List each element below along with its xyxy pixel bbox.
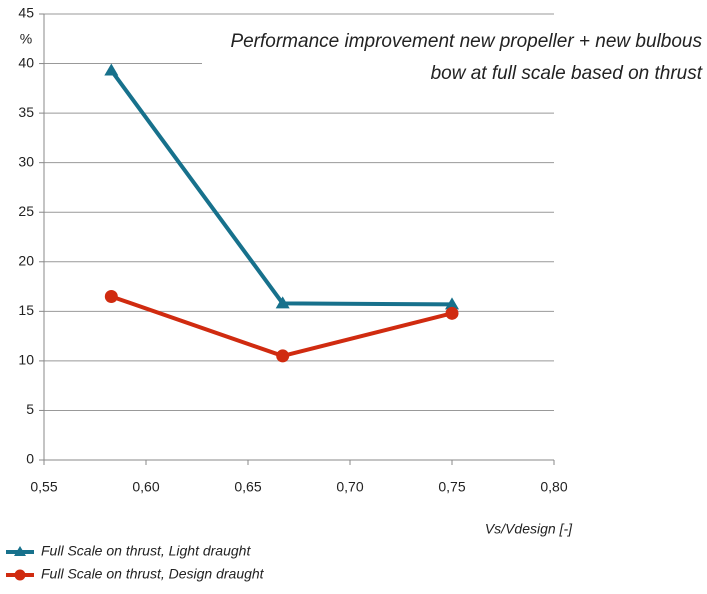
- x-tick-label: 0,70: [336, 479, 363, 495]
- point: [445, 306, 459, 320]
- y-tick-label: 10: [18, 352, 34, 368]
- y-tick-label: 5: [26, 401, 34, 417]
- y-tick-label: 15: [18, 302, 34, 318]
- x-tick-label: 0,65: [234, 479, 261, 495]
- grid: [44, 13, 554, 461]
- point: [276, 349, 290, 363]
- x-tick-label: 0,60: [132, 479, 159, 495]
- legend-marker: [14, 546, 26, 556]
- y-tick-label: 30: [18, 153, 34, 169]
- y-tick-label: 25: [18, 203, 34, 219]
- legend-label: Full Scale on thrust, Design draught: [41, 566, 265, 582]
- point: [104, 289, 118, 303]
- point: [104, 63, 119, 76]
- y-tick-label: 0: [26, 451, 34, 467]
- y-tick-label: 45: [18, 5, 34, 21]
- x-tick-label: 0,80: [540, 479, 567, 495]
- x-tick-label: 0,55: [30, 479, 57, 495]
- point: [275, 296, 290, 309]
- legend-marker: [14, 569, 26, 581]
- x-tick-label: 0,75: [438, 479, 465, 495]
- x-axis-label: Vs/Vdesign [-]: [485, 521, 573, 537]
- y-tick-label: 35: [18, 104, 34, 120]
- series-line: [109, 69, 453, 307]
- chart-title: Performance improvement new propeller + …: [202, 24, 702, 96]
- point: [445, 297, 459, 310]
- legend-label: Full Scale on thrust, Light draught: [41, 543, 251, 559]
- y-axis-label: %: [20, 31, 32, 47]
- y-tick-label: 40: [18, 54, 34, 70]
- y-tick-label: 20: [18, 252, 34, 268]
